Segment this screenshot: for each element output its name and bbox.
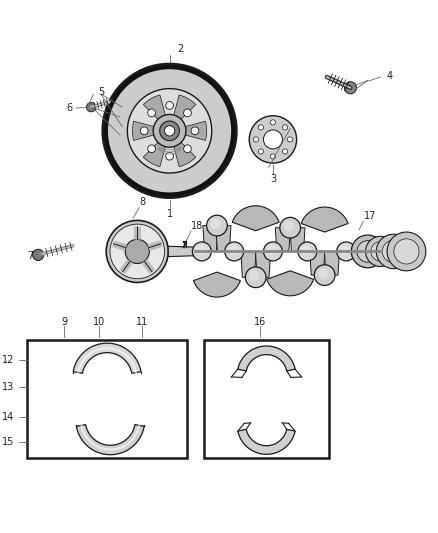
Circle shape	[287, 137, 293, 142]
Text: 14: 14	[2, 411, 14, 422]
Circle shape	[166, 102, 173, 109]
Polygon shape	[76, 425, 144, 455]
Text: 6: 6	[67, 103, 73, 113]
Circle shape	[357, 241, 378, 262]
Circle shape	[148, 145, 155, 152]
Circle shape	[249, 116, 297, 163]
Circle shape	[228, 245, 237, 255]
Wedge shape	[194, 272, 240, 297]
Polygon shape	[238, 346, 295, 371]
Circle shape	[207, 215, 227, 236]
Text: 3: 3	[270, 174, 276, 184]
Circle shape	[225, 242, 244, 261]
Bar	[28, 340, 187, 458]
Text: 4: 4	[387, 71, 393, 81]
Circle shape	[280, 217, 300, 238]
Circle shape	[253, 137, 258, 142]
Circle shape	[270, 154, 276, 159]
Text: 2: 2	[177, 44, 184, 54]
Text: 17: 17	[364, 211, 376, 221]
Polygon shape	[241, 252, 256, 277]
Text: 13: 13	[2, 382, 14, 392]
Circle shape	[337, 242, 356, 261]
Circle shape	[86, 102, 96, 112]
Circle shape	[366, 236, 396, 266]
Circle shape	[340, 245, 350, 255]
Circle shape	[184, 145, 191, 152]
Wedge shape	[132, 121, 156, 140]
Circle shape	[382, 240, 405, 263]
Circle shape	[301, 245, 311, 255]
Circle shape	[283, 221, 294, 231]
Circle shape	[387, 232, 426, 271]
Circle shape	[270, 120, 276, 125]
Circle shape	[196, 245, 205, 255]
Wedge shape	[173, 95, 196, 121]
Circle shape	[106, 221, 168, 282]
Circle shape	[184, 109, 191, 117]
Circle shape	[283, 125, 288, 130]
Circle shape	[318, 269, 328, 279]
Circle shape	[258, 125, 263, 130]
Circle shape	[258, 149, 263, 154]
Polygon shape	[276, 228, 290, 252]
Text: 12: 12	[2, 355, 14, 365]
Circle shape	[191, 127, 199, 135]
Text: 7: 7	[27, 251, 34, 261]
Wedge shape	[232, 206, 279, 231]
Text: 8: 8	[139, 197, 145, 207]
Circle shape	[210, 219, 221, 229]
Text: 16: 16	[254, 317, 266, 327]
Polygon shape	[325, 252, 339, 275]
Text: 18: 18	[191, 221, 204, 231]
Bar	[204, 340, 329, 458]
Circle shape	[166, 152, 173, 160]
Text: 11: 11	[136, 317, 148, 327]
Polygon shape	[216, 225, 231, 252]
Polygon shape	[290, 228, 305, 252]
Circle shape	[108, 69, 231, 192]
Circle shape	[245, 267, 266, 288]
Circle shape	[164, 126, 175, 136]
Circle shape	[344, 82, 357, 94]
Text: 15: 15	[2, 437, 14, 447]
Wedge shape	[173, 141, 196, 167]
Circle shape	[298, 242, 317, 261]
Wedge shape	[267, 271, 314, 296]
Circle shape	[376, 234, 411, 269]
Circle shape	[32, 249, 44, 261]
Circle shape	[140, 127, 148, 135]
Circle shape	[110, 224, 165, 279]
Circle shape	[192, 242, 212, 261]
Circle shape	[394, 239, 419, 264]
Polygon shape	[255, 252, 271, 277]
Circle shape	[351, 235, 384, 268]
Circle shape	[314, 265, 335, 286]
Circle shape	[283, 149, 288, 154]
Circle shape	[160, 121, 180, 141]
Wedge shape	[301, 207, 348, 232]
Wedge shape	[143, 141, 166, 167]
Circle shape	[125, 239, 149, 263]
Text: 9: 9	[61, 317, 67, 327]
Polygon shape	[310, 252, 325, 275]
Circle shape	[153, 115, 186, 147]
Polygon shape	[168, 246, 195, 256]
Circle shape	[263, 130, 283, 149]
Polygon shape	[73, 343, 141, 373]
Circle shape	[263, 242, 283, 261]
Wedge shape	[143, 95, 166, 121]
Text: 10: 10	[93, 317, 105, 327]
Circle shape	[267, 245, 276, 255]
Circle shape	[127, 88, 212, 173]
Text: 1: 1	[166, 209, 173, 219]
Polygon shape	[238, 429, 295, 454]
Circle shape	[103, 64, 237, 198]
Circle shape	[148, 109, 155, 117]
Circle shape	[371, 241, 390, 261]
Circle shape	[249, 271, 259, 281]
Wedge shape	[183, 121, 207, 140]
Text: 5: 5	[99, 87, 105, 97]
Polygon shape	[203, 225, 218, 252]
